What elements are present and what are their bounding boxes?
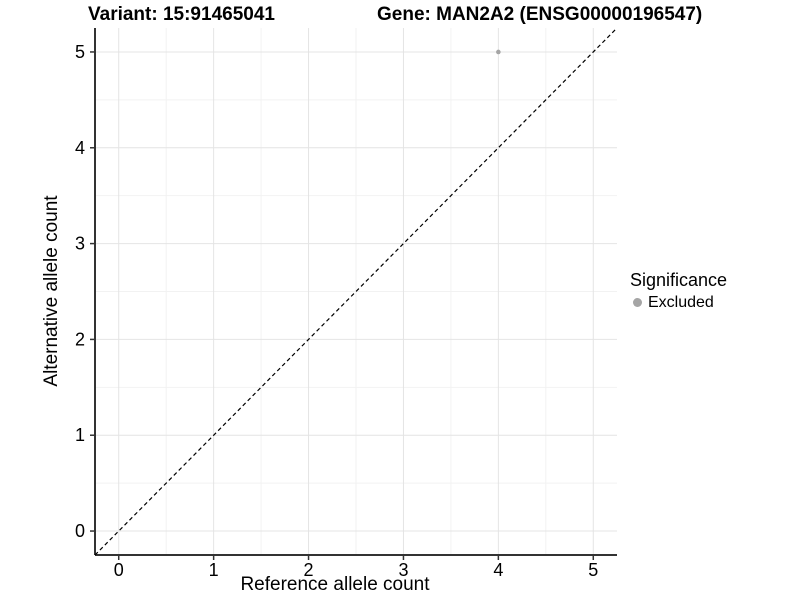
identity-line <box>94 27 618 556</box>
data-point <box>496 49 501 55</box>
y-tick-label: 2 <box>75 329 85 349</box>
y-tick-label: 3 <box>75 234 85 254</box>
x-tick-label: 4 <box>493 560 503 580</box>
x-tick-label: 5 <box>588 560 598 580</box>
legend: Significance Excluded <box>630 270 727 312</box>
legend-item-excluded: Excluded <box>630 294 727 312</box>
legend-point-icon <box>633 298 642 308</box>
x-tick-label: 0 <box>114 560 124 580</box>
plot-title-gene: Gene: MAN2A2 (ENSG00000196547) <box>377 4 703 25</box>
legend-title: Significance <box>630 270 728 290</box>
y-tick-label: 5 <box>75 42 85 62</box>
x-tick-label: 1 <box>209 560 219 580</box>
y-axis-title: Alternative allele count <box>41 195 62 387</box>
x-axis-title: Reference allele count <box>240 574 430 595</box>
y-tick-label: 1 <box>75 425 85 445</box>
x-tick-label: 2 <box>304 560 314 580</box>
legend-item-label: Excluded <box>648 293 714 311</box>
y-tick-label: 4 <box>75 138 85 158</box>
x-tick-label: 3 <box>398 560 408 580</box>
y-tick-label: 0 <box>75 521 85 541</box>
plot-title-variant: Variant: 15:91465041 <box>88 4 275 25</box>
